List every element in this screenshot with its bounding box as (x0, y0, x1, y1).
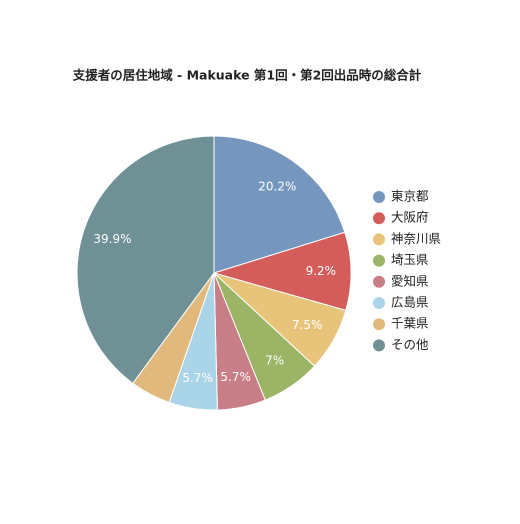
legend-marker (373, 339, 385, 352)
data-label: 5.7% (182, 371, 213, 385)
legend-label: 埼玉県 (391, 252, 429, 267)
legend-marker (373, 275, 385, 288)
legend-marker (373, 233, 385, 246)
legend-marker (373, 297, 385, 309)
pie-slice (212, 231, 352, 312)
data-label: 5.7% (220, 370, 251, 384)
legend-label: 大阪府 (391, 210, 429, 225)
legend-marker (373, 254, 385, 267)
pie-slice (76, 135, 215, 385)
pie-slice (213, 135, 346, 274)
data-label: 39.9% (93, 232, 131, 246)
legend-marker (373, 318, 385, 331)
legend-label: 広島県 (391, 295, 429, 310)
legend-label: 神奈川県 (391, 231, 441, 246)
legend-marker (373, 212, 385, 225)
legend-label: 東京都 (391, 189, 429, 204)
data-label: 9.2% (306, 264, 337, 278)
legend-label: その他 (391, 337, 429, 352)
legend-label: 愛知県 (391, 273, 429, 288)
legend-marker (373, 191, 385, 203)
legend-label: 千葉県 (391, 316, 429, 331)
data-label: 20.2% (258, 179, 296, 193)
data-label: 7.5% (292, 318, 323, 332)
data-label: 7% (265, 354, 284, 368)
chart-title: 支援者の居住地域 - Makuake 第1回・第2回出品時の総合計 (72, 68, 422, 83)
